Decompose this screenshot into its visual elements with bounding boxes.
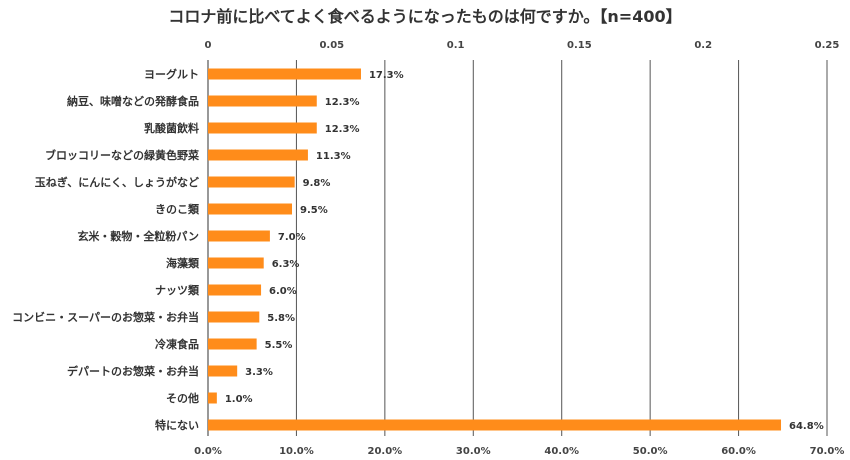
bar (208, 284, 262, 296)
bar (208, 68, 361, 80)
top-axis-ticks: 0 0.05 0.1 0.15 0.2 0.25 (205, 40, 840, 51)
bar (208, 176, 295, 188)
data-label: 17.3% (369, 70, 404, 81)
category-label: 海藻類 (166, 256, 200, 270)
top-tick-label: 0.25 (815, 40, 840, 51)
bottom-tick-label: 70.0% (810, 446, 845, 457)
data-label: 12.3% (325, 97, 360, 108)
category-label: きのこ類 (155, 202, 200, 216)
category-label: ナッツ類 (155, 283, 200, 297)
data-label: 1.0% (225, 394, 253, 405)
data-label: 5.5% (265, 340, 293, 351)
bottom-tick-label: 10.0% (279, 446, 314, 457)
bar (208, 257, 264, 269)
top-tick-label: 0 (205, 40, 212, 51)
bottom-tick-label: 20.0% (368, 446, 403, 457)
data-label: 7.0% (278, 232, 306, 243)
category-label: ブロッコリーなどの緑黄色野菜 (45, 148, 200, 162)
bar (208, 419, 782, 431)
bottom-tick-label: 60.0% (721, 446, 756, 457)
category-label: 納豆、味噌などの発酵食品 (67, 94, 199, 108)
data-label: 6.3% (272, 259, 300, 270)
bottom-tick-label: 40.0% (544, 446, 579, 457)
bottom-axis-ticks: 0.0% 10.0% 20.0% 30.0% 40.0% 50.0% 60.0% 70.0% (194, 446, 844, 457)
data-label: 3.3% (245, 367, 273, 378)
category-label: 乳酸菌飲料 (144, 121, 199, 135)
data-label: 5.8% (267, 313, 295, 324)
bar (208, 203, 293, 215)
category-label: コンビニ・スーパーのお惣菜・お弁当 (12, 310, 199, 324)
gridlines (207, 60, 828, 436)
data-label: 11.3% (316, 151, 351, 162)
bar (208, 149, 308, 161)
category-label: 玄米・穀物・全粒粉パン (77, 229, 199, 243)
bar (208, 230, 270, 242)
data-label: 64.8% (789, 421, 824, 432)
category-label: ヨーグルト (144, 67, 199, 81)
bottom-tick-label: 50.0% (633, 446, 668, 457)
category-label: 特にない (155, 418, 199, 432)
bar (208, 392, 217, 404)
data-label: 12.3% (325, 124, 360, 135)
category-label: 冷凍食品 (155, 337, 199, 351)
category-label: その他 (166, 391, 199, 405)
top-tick-label: 0.15 (567, 40, 592, 51)
category-labels: ヨーグルト納豆、味噌などの発酵食品乳酸菌飲料ブロッコリーなどの緑黄色野菜玉ねぎ、… (12, 67, 200, 432)
data-label: 6.0% (269, 286, 297, 297)
top-tick-label: 0.2 (694, 40, 712, 51)
top-tick-label: 0.05 (319, 40, 344, 51)
bottom-tick-label: 0.0% (194, 446, 222, 457)
chart-title: コロナ前に比べてよく食べるようになったものは何ですか。【n=400】 (168, 7, 681, 26)
data-labels: 17.3% 12.3% 12.3% 11.3% 9.8% 9.5% 7.0% 6.3% 6.0%… (225, 70, 824, 432)
top-tick-label: 0.1 (447, 40, 465, 51)
bottom-tick-label: 30.0% (456, 446, 491, 457)
bars (208, 68, 782, 431)
category-label: 玉ねぎ、にんにく、しょうがなど (35, 175, 199, 189)
data-label: 9.5% (300, 205, 328, 216)
bar (208, 95, 317, 107)
category-label: デパートのお惣菜・お弁当 (67, 364, 199, 378)
bar (208, 122, 317, 134)
data-label: 9.8% (303, 178, 331, 189)
bar (208, 365, 238, 377)
bar (208, 338, 257, 350)
bar (208, 311, 260, 323)
